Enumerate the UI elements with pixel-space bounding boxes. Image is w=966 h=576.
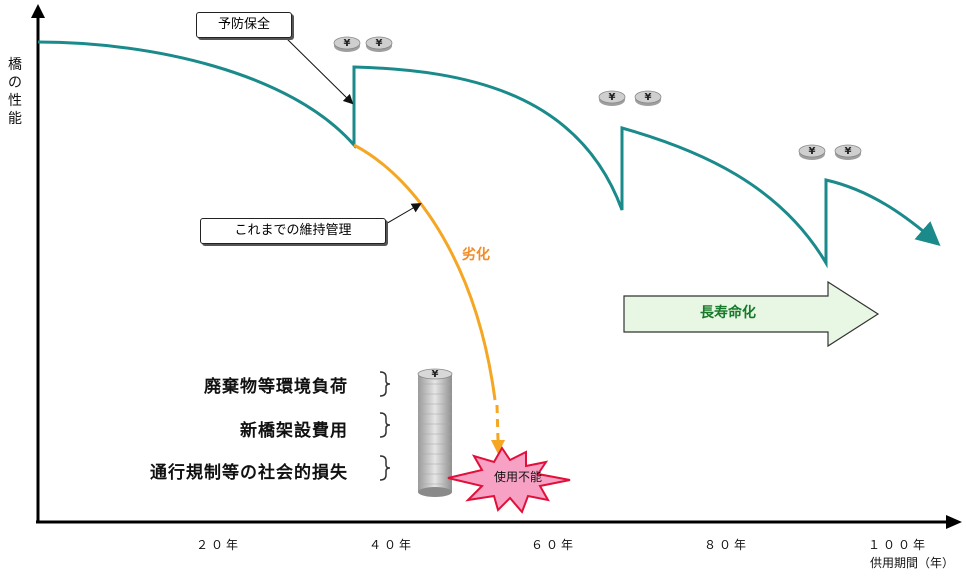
preventive-maintenance-callout: 予防保全	[196, 12, 292, 38]
coin-pair-1	[333, 36, 393, 52]
y-axis-arrowhead	[31, 4, 45, 18]
coin-yen-symbol: ¥	[609, 92, 616, 103]
x-axis-unit-label: 供用期間（年）	[870, 556, 955, 570]
x-tick-40: ４０年	[369, 538, 415, 552]
coin-pair-2	[598, 90, 662, 106]
preventive-callout-leader	[281, 33, 354, 105]
longevity-arrow	[623, 280, 880, 348]
preventive-maintenance-curve	[37, 40, 941, 269]
coin-pair-3	[798, 144, 862, 160]
x-tick-100: １００年	[868, 538, 929, 552]
cost-item-new-bridge: 新橋架設費用	[240, 421, 348, 441]
coin-stack	[417, 368, 453, 497]
deterioration-dashed-arrow	[495, 404, 500, 441]
coin-yen-symbol: ¥	[376, 38, 383, 49]
x-tick-80: ８０年	[704, 538, 750, 552]
deterioration-curve	[353, 143, 497, 401]
deterioration-label: 劣化	[462, 247, 490, 263]
unusable-burst-icon	[447, 446, 571, 514]
cost-item-environmental: 廃棄物等環境負荷	[204, 377, 348, 397]
cost-item-social-loss: 通行規制等の社会的損失	[150, 463, 348, 483]
unusable-label: 使用不能	[493, 470, 542, 484]
coin-yen-symbol: ¥	[845, 146, 852, 157]
cost-braces	[379, 371, 391, 481]
coin-yen-symbol: ¥	[344, 38, 351, 49]
conventional-maintenance-callout: これまでの維持管理	[200, 218, 386, 244]
coin-yen-symbol: ¥	[645, 92, 652, 103]
longevity-label: 長寿命化	[700, 305, 756, 321]
deterioration-arrowhead	[491, 440, 505, 454]
coin-yen-symbol: ¥	[432, 369, 439, 380]
x-tick-60: ６０年	[531, 538, 577, 552]
x-axis-arrowhead	[946, 515, 962, 529]
coin-yen-symbol: ¥	[809, 146, 816, 157]
y-axis-label: 橋の性能	[8, 57, 22, 127]
x-tick-20: ２０年	[196, 538, 242, 552]
